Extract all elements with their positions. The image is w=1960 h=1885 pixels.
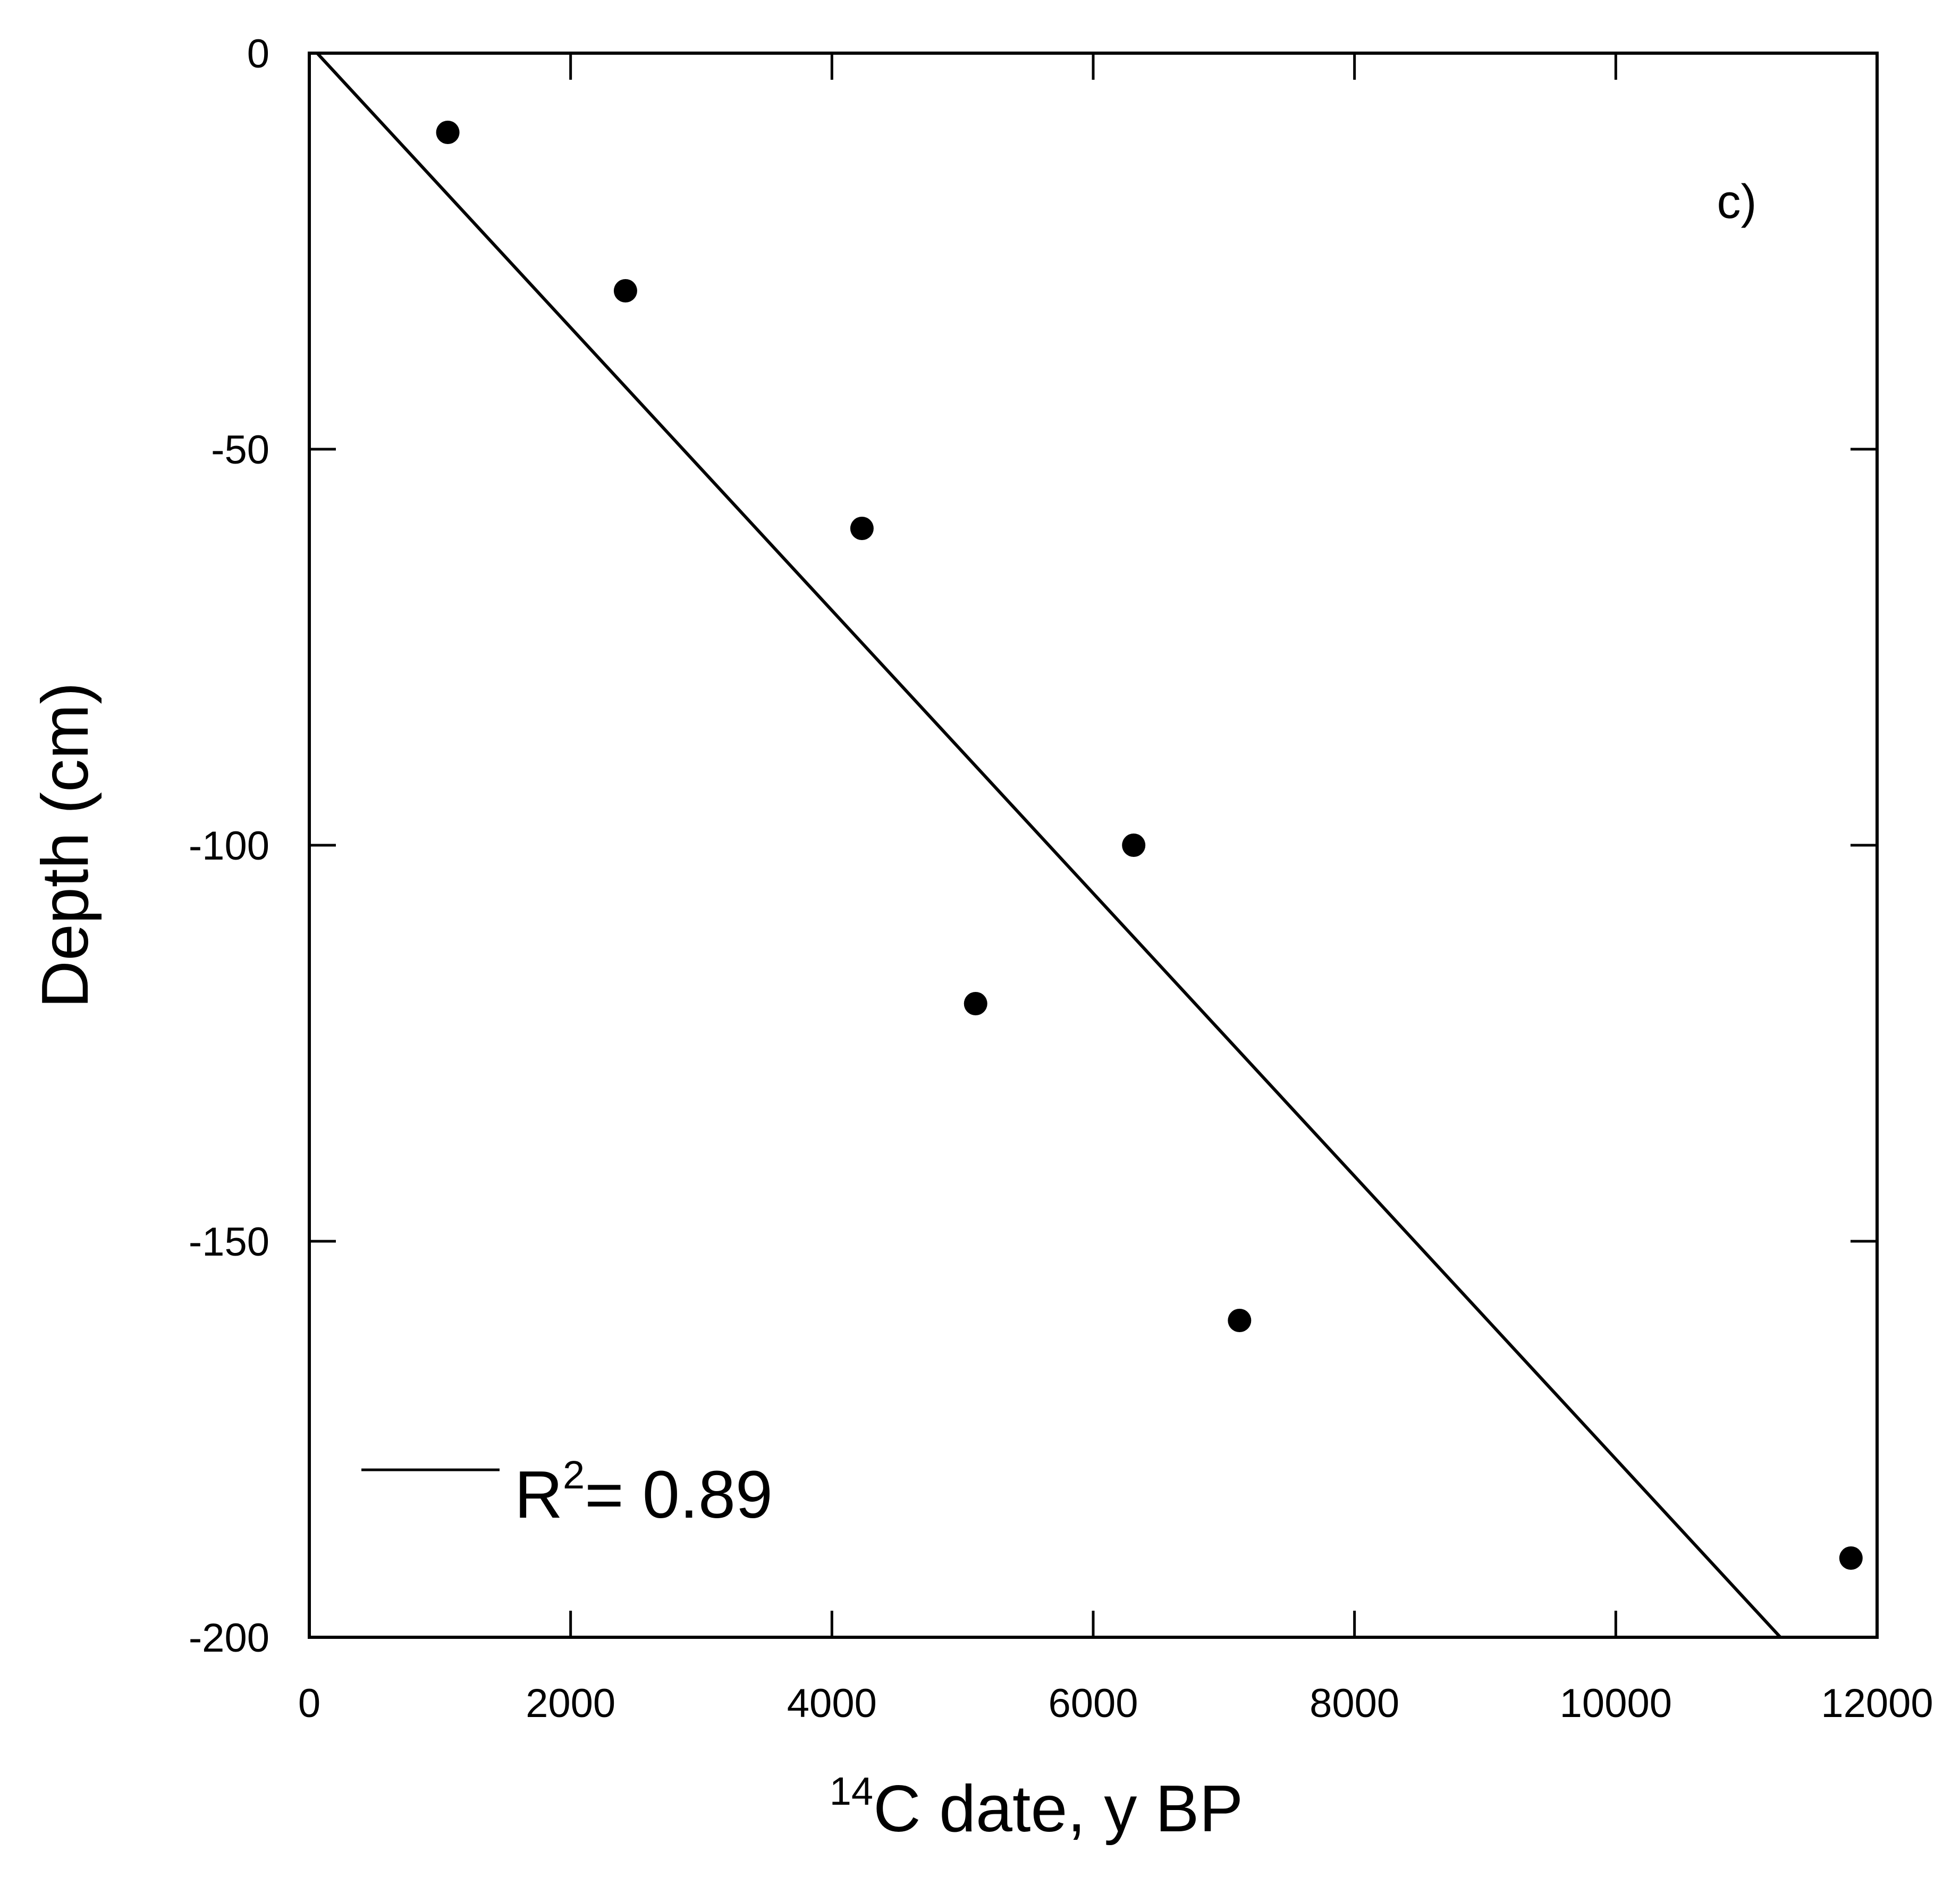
data-point (1839, 1546, 1863, 1570)
legend-label: R2= 0.89 (514, 1453, 773, 1532)
y-tick-label: -50 (211, 427, 269, 473)
x-axis-title: 14C date, y BP (830, 1769, 1243, 1846)
fit-line-layer (316, 52, 1782, 1639)
x-tick-label: 10000 (1560, 1681, 1672, 1726)
x-axis-title-superscript: 14 (830, 1769, 873, 1813)
legend-label-value: = 0.89 (585, 1457, 773, 1532)
data-point (964, 992, 987, 1015)
legend-label-superscript: 2 (563, 1453, 585, 1497)
data-point (436, 121, 460, 144)
legend: R2= 0.89 (361, 1453, 773, 1532)
data-point (1228, 1309, 1252, 1332)
x-tick-label: 6000 (1048, 1681, 1138, 1726)
data-point (850, 517, 874, 540)
data-point (1122, 834, 1146, 857)
x-axis-title-text: C date, y BP (873, 1772, 1243, 1846)
y-axis-title: Depth (cm) (29, 682, 102, 1008)
y-axis-ticks: 0 -50 -100 -150 -200 (189, 31, 1877, 1661)
x-axis-ticks: 0 2000 4000 6000 8000 10000 12000 (298, 53, 1933, 1726)
x-tick-label: 8000 (1310, 1681, 1399, 1726)
x-tick-label: 4000 (787, 1681, 877, 1726)
panel-label: c) (1717, 175, 1757, 229)
y-tick-label: -150 (189, 1219, 269, 1265)
y-tick-label: 0 (247, 31, 269, 77)
y-tick-label: -100 (189, 823, 269, 869)
data-point (613, 279, 637, 302)
x-tick-label: 2000 (526, 1681, 615, 1726)
y-tick-label: -200 (189, 1615, 269, 1661)
x-tick-label: 12000 (1821, 1681, 1933, 1726)
data-points (436, 121, 1863, 1570)
fit-line (316, 52, 1782, 1639)
x-tick-label: 0 (298, 1681, 320, 1726)
legend-label-base: R (514, 1457, 563, 1532)
